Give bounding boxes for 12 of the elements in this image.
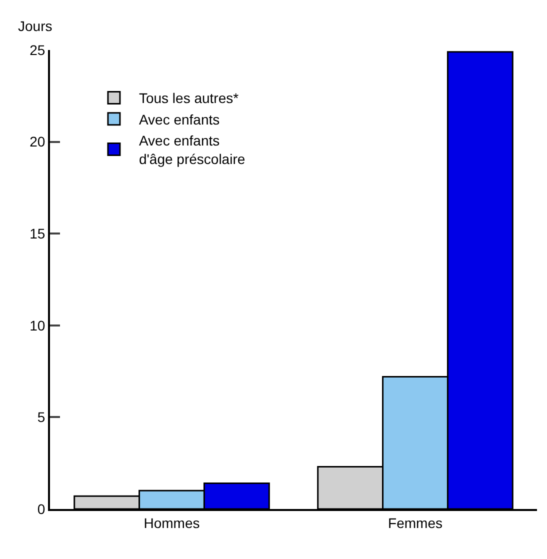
- legend-label: Tous les autres*: [138, 90, 240, 106]
- legend-label: Avec enfants: [138, 111, 220, 128]
- x-tick-label: Femmes: [388, 514, 442, 531]
- x-tick-label: Hommes: [144, 514, 200, 531]
- y-tick-label: 0: [37, 500, 46, 517]
- y-tick-label: 25: [30, 42, 46, 58]
- y-tick-label: 20: [30, 134, 46, 150]
- legend-label: Avec enfants d'âge préscolaire: [138, 132, 246, 167]
- y-axis-title: Jours: [18, 18, 52, 34]
- y-tick-label: 10: [30, 317, 46, 334]
- y-tick-label: 5: [37, 409, 46, 426]
- y-tick-label: 15: [30, 226, 46, 242]
